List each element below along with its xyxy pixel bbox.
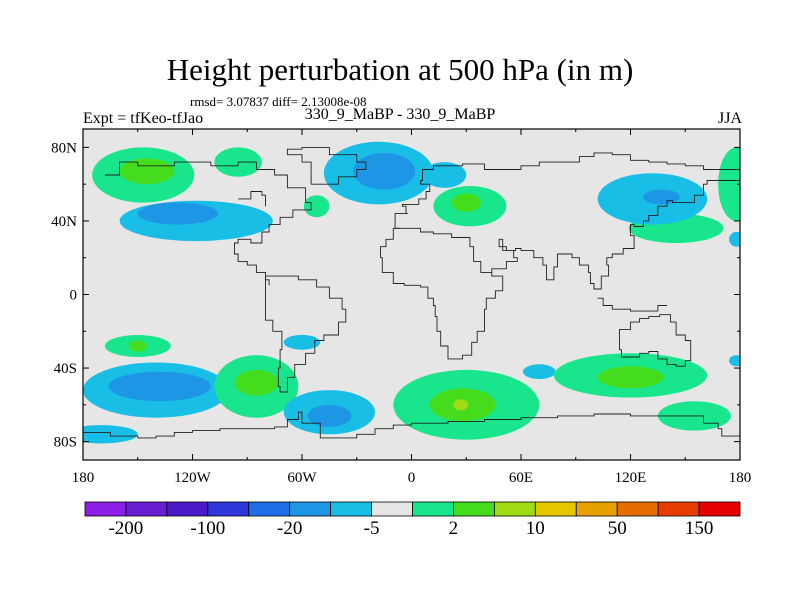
colorbar-label-0: -200 — [108, 518, 143, 539]
colorbar-swatch-12 — [575, 501, 618, 517]
coastline-segment-6 — [619, 314, 692, 367]
x-tick-label-1: 120W — [174, 470, 212, 486]
x-tick-label-5: 120E — [615, 470, 647, 486]
colorbar-swatch-5 — [289, 501, 332, 517]
x-tick-label-3: 0 — [408, 470, 416, 486]
anomaly-region-15 — [729, 231, 740, 247]
x-tick-label-0: 180 — [72, 470, 95, 486]
anomaly-region-25 — [283, 334, 321, 350]
anomaly-region-1 — [137, 202, 218, 225]
colorbar-label-2: -20 — [277, 518, 302, 539]
anomaly-region-3 — [119, 158, 175, 185]
colorbar-label-3: -5 — [364, 518, 380, 539]
colorbar-label-6: 50 — [608, 518, 627, 539]
colorbar-swatch-1 — [125, 501, 168, 517]
colorbar-swatch-10 — [493, 501, 536, 517]
anomaly-region-29 — [522, 364, 556, 380]
anomaly-region-31 — [597, 366, 664, 389]
colorbar: -200 -100 -20 -5 2 10 50 150 — [84, 501, 741, 539]
coastline-segment-5 — [491, 180, 740, 290]
anomaly-region-14 — [718, 147, 740, 221]
season-label: JJA — [717, 110, 742, 127]
colorbar-swatch-7 — [371, 501, 413, 517]
y-tick-label-1: 40N — [51, 214, 77, 230]
anomaly-region-23 — [307, 404, 352, 427]
colorbar-label-1: -100 — [190, 518, 225, 539]
colorbar-label-7: 150 — [685, 518, 714, 539]
coastline-segment-7 — [83, 411, 740, 439]
colorbar-label-5: 10 — [526, 518, 545, 539]
anomaly-region-33 — [729, 355, 740, 367]
x-axis: 180 120W 60W 0 60E 120E 180 — [72, 129, 752, 486]
anomaly-region-19 — [108, 371, 211, 402]
x-tick-label-4: 60E — [509, 470, 533, 486]
chart-title: Height perturbation at 500 hPa (in m) — [166, 52, 634, 87]
experiment-label: Expt = tfKeo-tfJao — [83, 110, 204, 127]
coastline-segment-9 — [238, 191, 266, 207]
coastline-segment-2 — [265, 275, 347, 393]
y-tick-label-3: 40S — [54, 361, 77, 377]
coastline-segment-4 — [394, 152, 740, 229]
coastline-segment-1 — [104, 161, 312, 286]
x-tick-label-6: 180 — [729, 470, 752, 486]
colorbar-swatch-13 — [616, 501, 659, 517]
y-tick-label-2: 0 — [70, 288, 78, 304]
anomaly-region-9 — [451, 193, 481, 212]
y-tick-label-0: 80N — [51, 140, 77, 156]
colorbar-label-4: 2 — [449, 518, 459, 539]
colorbar-swatch-2 — [166, 501, 209, 517]
coastline-layer — [83, 146, 740, 439]
anomaly-region-21 — [234, 369, 279, 396]
y-tick-label-4: 80S — [54, 435, 77, 451]
case-label: 330_9_MaBP - 330_9_MaBP — [304, 106, 496, 123]
anomaly-region-17 — [128, 340, 147, 352]
coastline-segment-10 — [286, 146, 367, 185]
colorbar-swatch-3 — [207, 501, 250, 517]
colorbar-swatch-8 — [412, 501, 454, 517]
anomaly-region-28 — [453, 399, 469, 411]
colorbar-swatch-0 — [84, 501, 127, 517]
anomaly-region-7 — [303, 195, 330, 218]
colorbar-swatch-11 — [534, 501, 577, 517]
y-axis: 80N 40N 0 40S 80S — [51, 140, 740, 451]
colorbar-swatch-4 — [248, 501, 291, 517]
colorbar-swatch-9 — [453, 501, 495, 517]
anomaly-region-6 — [353, 152, 416, 190]
colorbar-swatch-15 — [698, 501, 741, 517]
coastline-segment-3 — [380, 227, 504, 360]
colorbar-swatch-6 — [330, 501, 372, 517]
x-tick-label-2: 60W — [287, 470, 317, 486]
stat-text: rmsd= 3.07837 diff= 2.13008e-08 — [190, 94, 367, 109]
colorbar-swatch-14 — [657, 501, 700, 517]
coastline-segment-8 — [597, 297, 667, 312]
